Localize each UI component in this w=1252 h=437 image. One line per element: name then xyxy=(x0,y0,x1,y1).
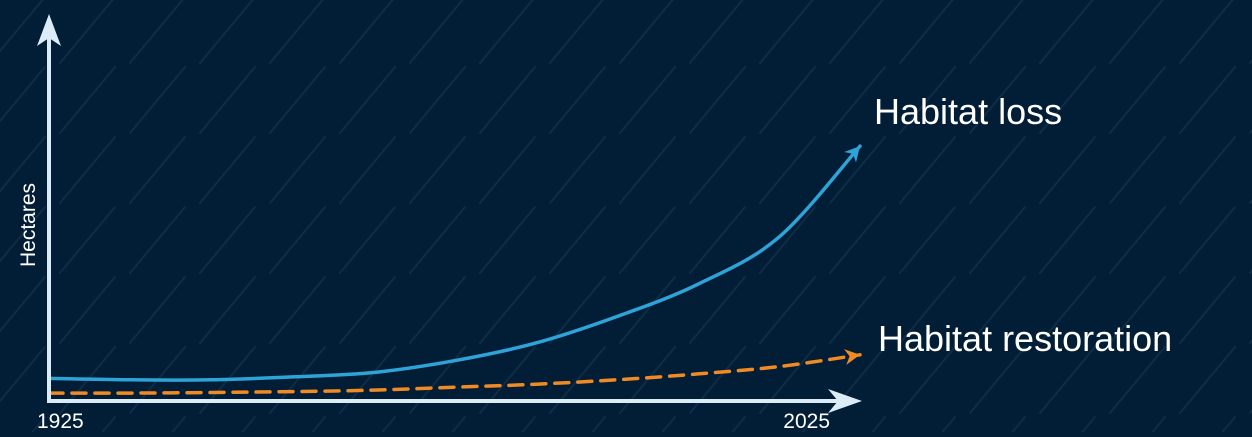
series-label-habitat-restoration: Habitat restoration xyxy=(878,318,1172,359)
series-line-habitat-restoration xyxy=(47,353,862,395)
axes-layer xyxy=(37,14,862,413)
x-axis-arrowhead xyxy=(828,389,862,413)
series-arrowhead-habitat-restoration xyxy=(844,349,860,365)
series-line-habitat-loss xyxy=(47,144,862,382)
series-labels: Habitat loss Habitat restoration xyxy=(874,91,1172,359)
x-tick-label: 2025 xyxy=(783,410,830,432)
y-axis-arrowhead xyxy=(37,14,61,46)
x-tick-label: 1925 xyxy=(37,410,84,432)
x-tick-labels: 1925 2025 xyxy=(37,410,830,433)
y-axis-label: Hectares xyxy=(17,183,40,267)
series-arrowhead-habitat-loss xyxy=(844,146,860,163)
series-layer xyxy=(47,144,862,395)
series-label-habitat-loss: Habitat loss xyxy=(874,91,1062,132)
